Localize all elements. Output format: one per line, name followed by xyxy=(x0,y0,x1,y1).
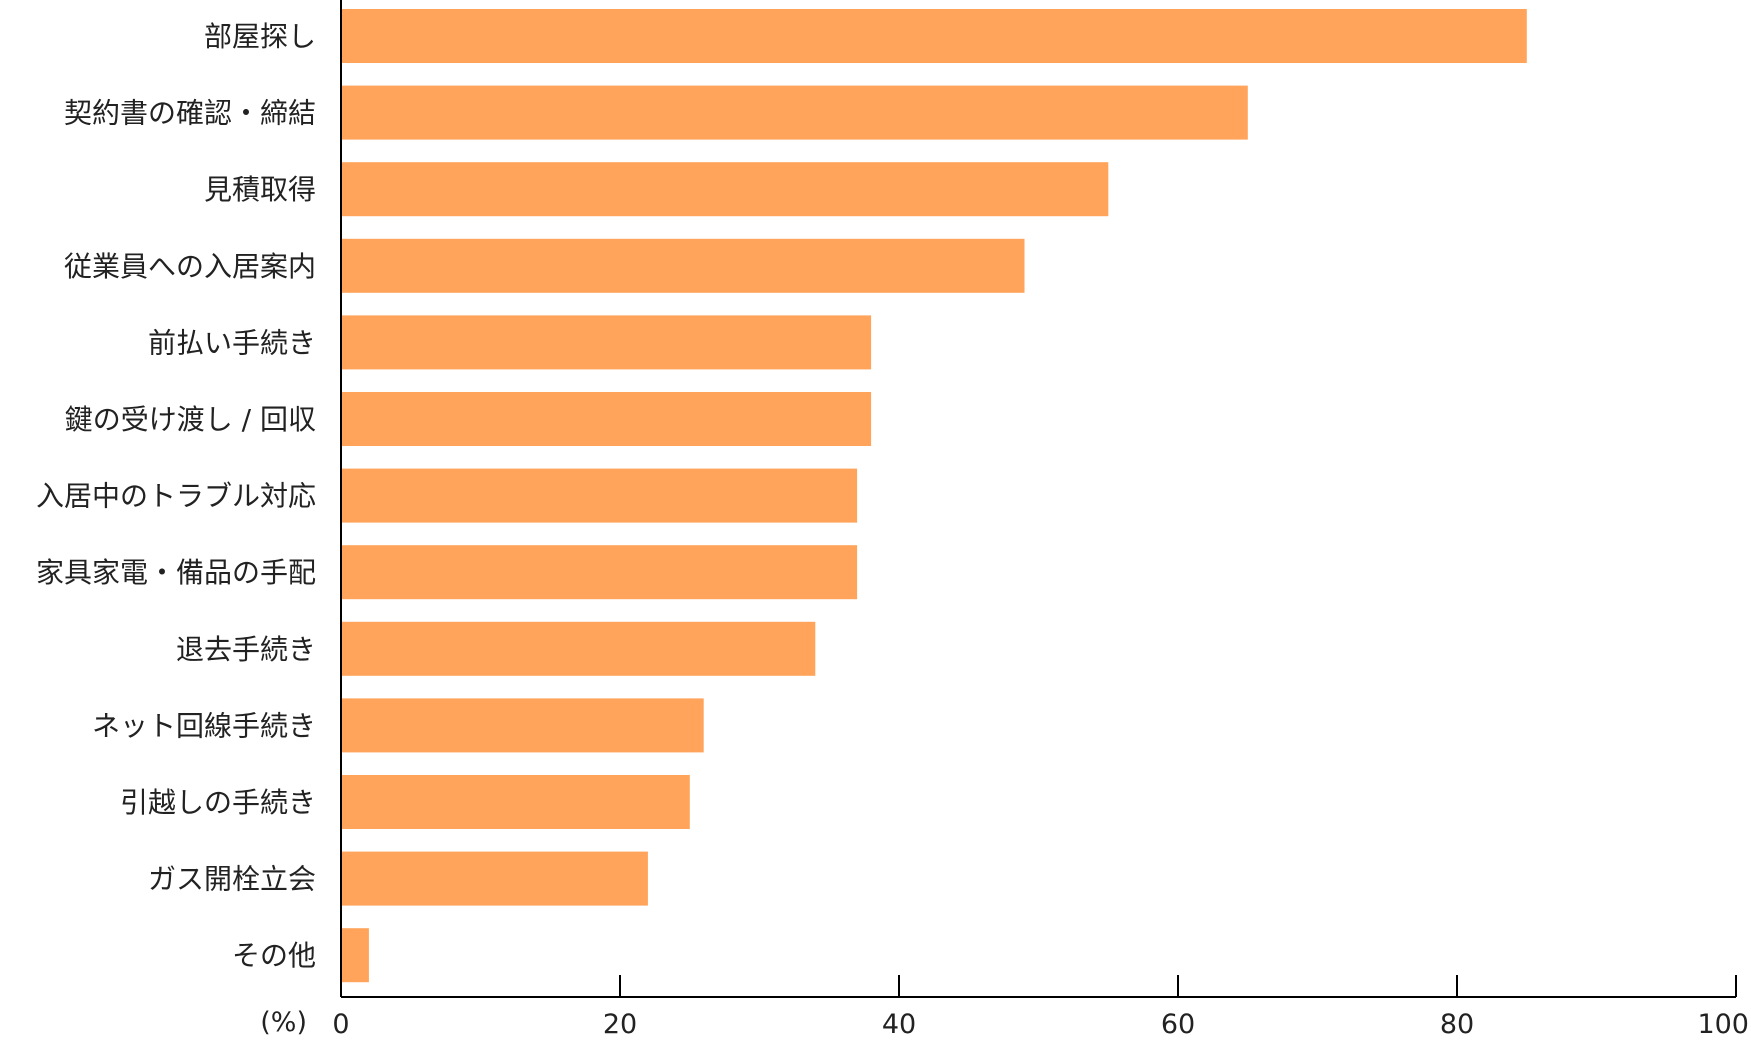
bars-layer xyxy=(342,9,1527,983)
x-tick-label: 80 xyxy=(1440,1009,1474,1039)
x-tick-label: 60 xyxy=(1161,1009,1195,1039)
bar xyxy=(342,315,872,370)
bar xyxy=(342,85,1248,140)
category-label: 退去手続き xyxy=(176,633,316,666)
category-label: 従業員への入居案内 xyxy=(64,250,316,283)
axes xyxy=(340,0,1736,998)
bar xyxy=(342,775,690,829)
unit-label: (%) xyxy=(260,1007,307,1038)
category-label: 前払い手続き xyxy=(148,326,316,359)
category-label: 家具家電・備品の手配 xyxy=(36,556,316,589)
category-label: その他 xyxy=(232,939,316,972)
bar xyxy=(342,9,1527,63)
x-tick-label: 100 xyxy=(1697,1009,1749,1039)
category-label: 鍵の受け渡し / 回収 xyxy=(65,403,316,436)
x-tick-label: 0 xyxy=(332,1009,349,1039)
bar xyxy=(342,698,704,753)
category-label: 引越しの手続き xyxy=(120,786,316,819)
bar xyxy=(342,851,648,906)
bar xyxy=(342,928,369,983)
category-label: 部屋探し xyxy=(204,20,316,53)
category-label: ガス開栓立会 xyxy=(148,863,316,896)
bar xyxy=(342,545,858,600)
category-label: 入居中のトラブル対応 xyxy=(36,480,316,513)
bar xyxy=(342,621,816,676)
category-label: ネット回線手続き xyxy=(92,709,316,742)
bar xyxy=(342,392,872,446)
category-label: 見積取得 xyxy=(204,173,316,206)
x-tick-label: 20 xyxy=(603,1009,637,1039)
bar xyxy=(342,468,858,523)
x-axis-ticks: 0 20 40 60 80 100 xyxy=(332,975,1749,1040)
bar xyxy=(342,238,1025,293)
bar xyxy=(342,162,1109,217)
category-label: 契約書の確認・締結 xyxy=(64,97,316,130)
x-tick-label: 40 xyxy=(882,1009,916,1039)
